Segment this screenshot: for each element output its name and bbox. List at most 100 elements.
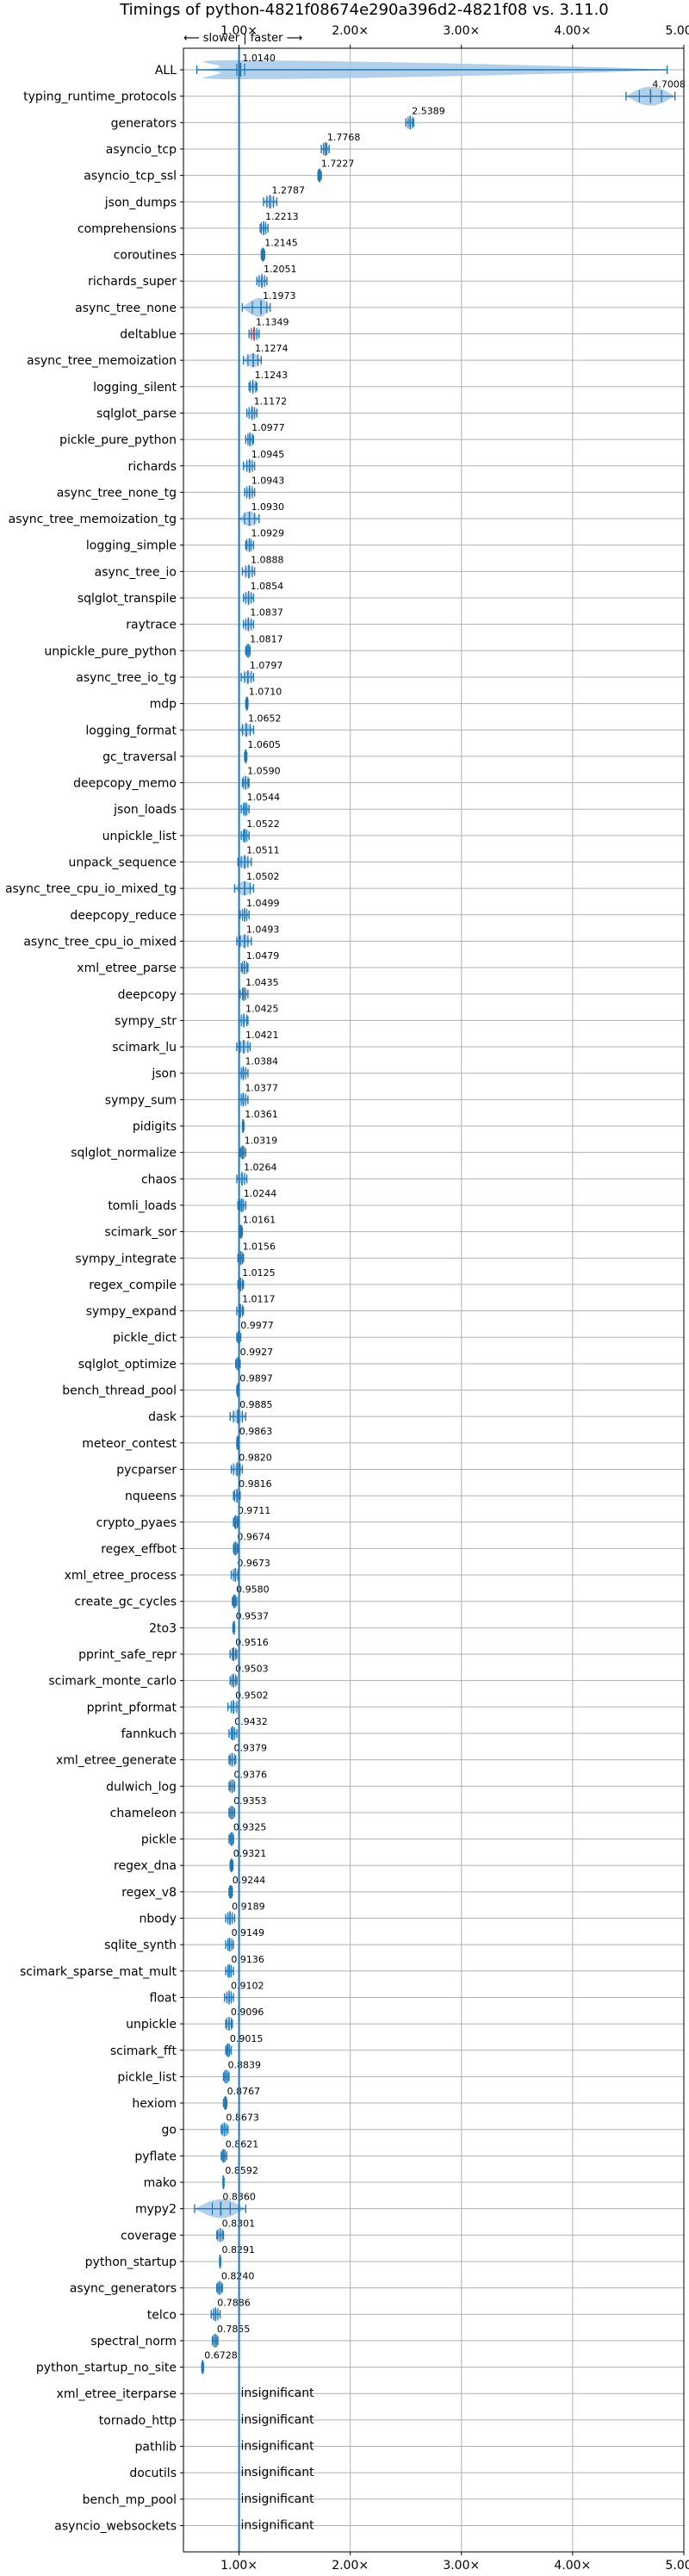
data-value-label: 0.9379 <box>234 1743 268 1754</box>
data-value-label: 1.0425 <box>245 1003 279 1014</box>
category-label: typing_runtime_protocols <box>23 90 177 104</box>
insignificant-label: insignificant <box>241 2492 315 2506</box>
x-tick-label-top: 4.00× <box>554 24 591 38</box>
category-label: bench_thread_pool <box>62 1384 177 1398</box>
data-value-label: 1.0945 <box>251 449 285 460</box>
data-value-label: 1.1973 <box>263 290 296 302</box>
category-label: logging_simple <box>86 539 177 553</box>
category-label: unpickle_list <box>102 830 177 843</box>
category-label: async_tree_memoization <box>27 354 177 368</box>
data-value-label: 1.0977 <box>251 422 285 433</box>
category-label: xml_etree_iterparse <box>57 2387 177 2401</box>
data-value-label: 0.9353 <box>233 1795 267 1807</box>
insignificant-label: insignificant <box>241 2440 315 2454</box>
data-value-label: 0.9096 <box>231 2007 264 2018</box>
category-label: regex_compile <box>89 1279 177 1292</box>
direction-label: ⟵ slower | faster ⟶ <box>183 32 302 45</box>
x-tick-label-top: 1.00× <box>220 24 258 38</box>
category-label: pprint_pformat <box>87 1701 177 1714</box>
data-value-label: 0.9015 <box>230 2033 264 2044</box>
data-value-label: 0.6728 <box>204 2350 238 2361</box>
category-label: xml_etree_generate <box>56 1754 177 1768</box>
category-label: async_tree_none <box>75 302 177 315</box>
category-label: async_tree_none_tg <box>57 486 177 500</box>
data-value-label: 1.0929 <box>251 528 285 539</box>
category-label: pyflate <box>134 2150 177 2163</box>
category-label: deltablue <box>120 328 177 342</box>
data-value-label: 4.7008 <box>652 79 686 90</box>
category-label: json_loads <box>113 803 177 817</box>
category-label: sympy_sum <box>105 1093 177 1107</box>
data-value-label: 1.1243 <box>255 370 289 381</box>
data-value-label: 0.9816 <box>239 1478 272 1490</box>
category-label: dulwich_log <box>106 1780 177 1794</box>
plot-frame <box>183 47 685 2553</box>
category-label: nbody <box>140 1913 177 1926</box>
category-label: hexiom <box>132 2097 177 2111</box>
category-label: scimark_sor <box>104 1226 177 1240</box>
category-label: richards_super <box>88 275 177 289</box>
chart-title: Timings of python-4821f08674e290a396d2-4… <box>119 1 609 19</box>
data-value-label: 1.1274 <box>255 343 289 354</box>
x-tick-label-bottom: 2.00× <box>332 2559 369 2573</box>
category-label: sqlglot_normalize <box>71 1147 177 1160</box>
category-label: async_tree_cpu_io_mixed <box>23 935 177 949</box>
data-value-label: 1.2145 <box>264 238 298 249</box>
data-value-label: 0.9189 <box>232 1901 265 1913</box>
category-label: bench_mp_pool <box>83 2493 177 2507</box>
data-value-label: 0.9711 <box>238 1505 271 1516</box>
data-value-label: 1.0117 <box>242 1294 276 1305</box>
data-value-label: 1.0544 <box>247 792 281 803</box>
data-value-label: 1.0837 <box>250 607 283 619</box>
category-label: xml_etree_process <box>65 1569 177 1583</box>
category-label: ALL <box>155 64 177 78</box>
data-value-label: 0.9673 <box>237 1558 270 1569</box>
data-value-label: 1.0854 <box>251 581 284 592</box>
category-label: tornado_http <box>99 2414 177 2428</box>
category-label: sqlglot_optimize <box>78 1358 177 1372</box>
category-label: go <box>162 2124 177 2137</box>
plot-marks: 1.0140 4.7008 2.5389 1.7768 1.7227 1.2787 1.22… <box>194 48 686 2552</box>
data-value-label: 1.0605 <box>247 739 281 750</box>
data-value-label: 1.0710 <box>249 687 282 698</box>
data-value-label: 1.0244 <box>244 1188 277 1199</box>
data-value-label: 1.0264 <box>244 1161 277 1173</box>
data-value-label: 0.9102 <box>231 1980 264 1991</box>
category-label: crypto_pyaes <box>96 1516 177 1530</box>
data-value-label: 1.0361 <box>245 1109 278 1120</box>
data-value-label: 2.5389 <box>412 105 444 116</box>
category-label: pickle <box>141 1833 177 1847</box>
category-label: spectral_norm <box>90 2335 177 2349</box>
category-label: sqlglot_parse <box>96 407 177 420</box>
category-label: telco <box>147 2308 177 2322</box>
category-label: docutils <box>129 2467 177 2480</box>
category-label: scimark_fft <box>110 2044 177 2058</box>
category-label: float <box>150 1991 177 2005</box>
category-label: regex_effbot <box>101 1542 177 1556</box>
data-value-label: 1.0943 <box>251 475 285 486</box>
data-value-label: 1.0435 <box>245 977 279 988</box>
category-label: chameleon <box>110 1807 177 1820</box>
data-value-label: 0.9325 <box>233 1822 267 1833</box>
data-value-label: 1.1349 <box>256 317 289 328</box>
data-value-label: 0.9674 <box>237 1531 270 1542</box>
category-label: async_tree_memoization_tg <box>9 513 177 526</box>
category-label: tomli_loads <box>108 1199 177 1213</box>
category-label: raytrace <box>126 619 177 632</box>
category-label: async_tree_io_tg <box>76 671 177 685</box>
category-label: regex_v8 <box>121 1886 177 1900</box>
data-value-label: 0.8673 <box>226 2112 259 2124</box>
category-label: scimark_lu <box>112 1041 177 1055</box>
data-value-label: 1.0384 <box>245 1056 279 1067</box>
category-label: pathlib <box>135 2441 177 2455</box>
data-value-label: 1.0590 <box>247 766 281 777</box>
data-value-label: 1.0319 <box>245 1136 278 1147</box>
data-value-label: 0.9244 <box>233 1875 266 1886</box>
category-label: pickle_list <box>117 2070 177 2084</box>
data-value-label: 1.0479 <box>246 950 280 961</box>
insignificant-label: insignificant <box>241 2413 315 2427</box>
data-value-label: 1.0125 <box>242 1267 276 1279</box>
category-label: regex_dna <box>114 1859 177 1873</box>
data-value-label: 0.9820 <box>239 1452 272 1463</box>
